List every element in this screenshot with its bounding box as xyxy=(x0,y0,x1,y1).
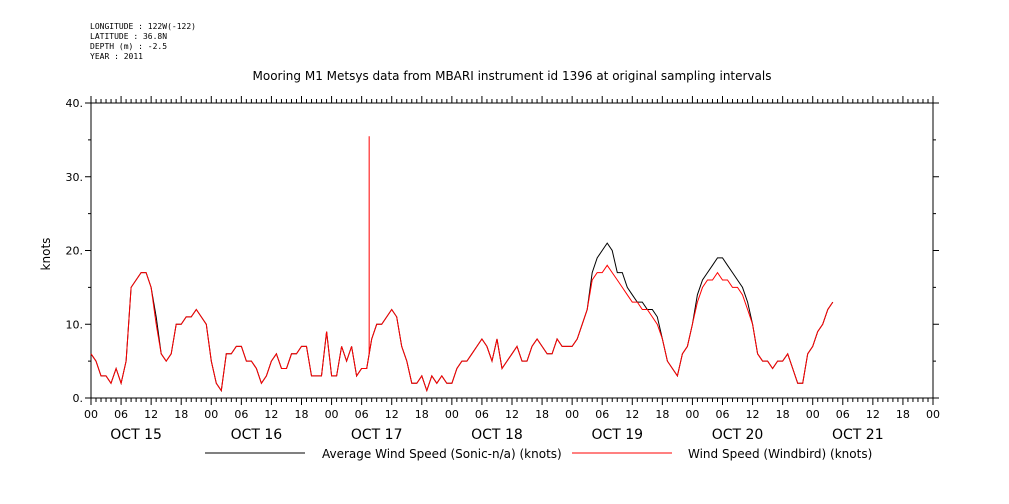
depth-text: DEPTH (m) : -2.5 xyxy=(90,42,168,51)
x-tick-label: 00 xyxy=(445,408,459,421)
x-tick-label: 12 xyxy=(264,408,278,421)
legend-label-windbird-wind-speed: Wind Speed (Windbird) (knots) xyxy=(688,447,872,461)
longitude-text: LONGITUDE : 122W(-122) xyxy=(90,22,196,31)
legend-label-average-wind-speed: Average Wind Speed (Sonic-n/a) (knots) xyxy=(322,447,562,461)
x-tick-label: 18 xyxy=(655,408,669,421)
x-tick-label: 00 xyxy=(926,408,940,421)
y-tick-label: 0. xyxy=(73,392,84,405)
metadata-block: LONGITUDE : 122W(-122) LATITUDE : 36.8N … xyxy=(90,22,196,62)
x-axis: 00 06 12 18 00 06 12 18 00 06 12 18 00 06 12 18 00 06 12 18… xyxy=(84,96,940,443)
x-tick-label: 00 xyxy=(84,408,98,421)
x-tick-label: 00 xyxy=(685,408,699,421)
x-tick-label: 00 xyxy=(565,408,579,421)
x-tick-label: 12 xyxy=(866,408,880,421)
series-windbird-wind-speed xyxy=(90,264,834,393)
day-label: OCT 16 xyxy=(231,427,283,443)
x-tick-label: 00 xyxy=(806,408,820,421)
x-tick-label: 06 xyxy=(836,408,850,421)
y-axis: 0. 10. 20. 30. 40. xyxy=(66,97,939,405)
x-tick-label: 00 xyxy=(325,408,339,421)
day-label: OCT 21 xyxy=(832,427,884,443)
day-label: OCT 18 xyxy=(471,427,523,443)
x-tick-label: 06 xyxy=(475,408,489,421)
x-tick-label: 00 xyxy=(204,408,218,421)
day-label: OCT 17 xyxy=(351,427,403,443)
day-label: OCT 15 xyxy=(110,427,162,443)
x-tick-label: 18 xyxy=(174,408,188,421)
x-tick-label: 18 xyxy=(415,408,429,421)
year-text: YEAR : 2011 xyxy=(90,52,143,61)
y-tick-label: 20. xyxy=(66,245,84,258)
x-tick-label: 12 xyxy=(625,408,639,421)
x-tick-label: 12 xyxy=(746,408,760,421)
series-group xyxy=(90,136,834,393)
day-label: OCT 20 xyxy=(712,427,764,443)
x-tick-label: 12 xyxy=(144,408,158,421)
x-tick-label: 06 xyxy=(234,408,248,421)
x-tick-label: 18 xyxy=(295,408,309,421)
x-tick-label: 06 xyxy=(355,408,369,421)
day-label: OCT 19 xyxy=(591,427,643,443)
y-tick-label: 30. xyxy=(66,171,84,184)
y-axis-label: knots xyxy=(39,238,53,271)
y-tick-label: 10. xyxy=(66,318,84,331)
x-tick-label: 12 xyxy=(385,408,399,421)
y-tick-label: 40. xyxy=(66,97,84,110)
series-average-wind-speed xyxy=(90,242,834,393)
x-tick-label: 06 xyxy=(716,408,730,421)
x-tick-label: 18 xyxy=(776,408,790,421)
x-tick-label: 06 xyxy=(114,408,128,421)
x-tick-label: 06 xyxy=(595,408,609,421)
chart-title: Mooring M1 Metsys data from MBARI instru… xyxy=(253,69,772,83)
latitude-text: LATITUDE : 36.8N xyxy=(90,32,168,41)
x-tick-label: 18 xyxy=(535,408,549,421)
x-tick-label: 12 xyxy=(505,408,519,421)
legend: Average Wind Speed (Sonic-n/a) (knots) W… xyxy=(205,447,872,461)
x-tick-label: 18 xyxy=(896,408,910,421)
